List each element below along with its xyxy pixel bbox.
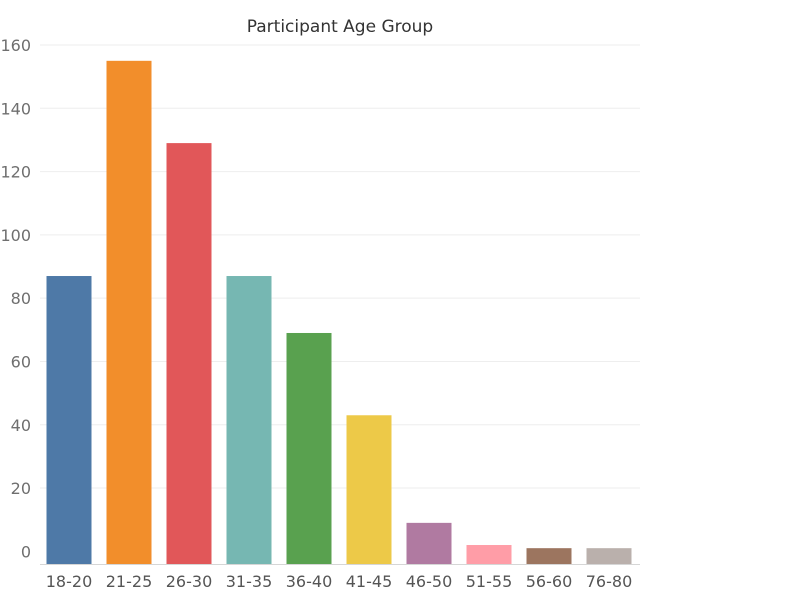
bar-76-80	[586, 548, 632, 564]
x-tick-label: 76-80	[586, 572, 633, 591]
bar-36-40	[286, 332, 332, 564]
bar-31-35	[226, 276, 272, 564]
x-axis-ticks: 18-20 21-25 26-30 31-35 36-40 41-45 46-50 51-55…	[46, 572, 633, 591]
y-tick-label: 100	[0, 226, 31, 245]
bar-21-25	[106, 60, 152, 564]
x-tick-label: 36-40	[286, 572, 333, 591]
y-tick-label: 40	[11, 416, 31, 435]
chart-title: Participant Age Group	[247, 17, 433, 37]
y-tick-label: 80	[11, 289, 31, 308]
x-tick-label: 18-20	[46, 572, 93, 591]
x-tick-label: 26-30	[166, 572, 213, 591]
bar-41-45	[346, 415, 392, 564]
x-tick-label: 21-25	[106, 572, 153, 591]
y-tick-label: 140	[0, 99, 31, 118]
y-axis-ticks: 0 20 40 60 80 100 120 140 160	[0, 36, 31, 561]
x-tick-label: 46-50	[406, 572, 453, 591]
bar-18-20	[46, 276, 92, 564]
y-tick-label: 160	[0, 36, 31, 55]
x-tick-label: 41-45	[346, 572, 393, 591]
x-tick-label: 51-55	[466, 572, 513, 591]
bar-46-50	[406, 522, 452, 564]
bars	[46, 60, 632, 565]
bar-56-60	[526, 548, 572, 564]
x-tick-label: 56-60	[526, 572, 573, 591]
bar-51-55	[466, 545, 512, 564]
y-tick-label: 20	[11, 479, 31, 498]
y-tick-label: 0	[21, 542, 31, 561]
y-tick-label: 60	[11, 352, 31, 371]
bar-26-30	[166, 143, 212, 565]
y-tick-label: 120	[0, 163, 31, 182]
x-tick-label: 31-35	[226, 572, 273, 591]
